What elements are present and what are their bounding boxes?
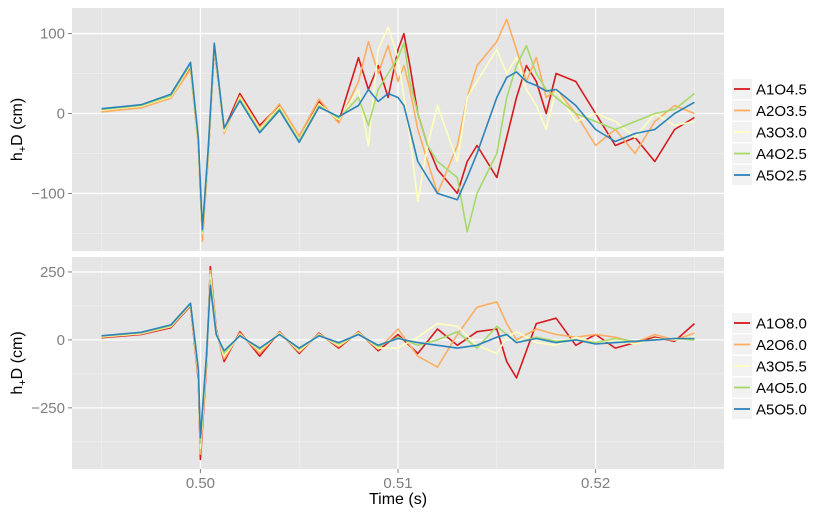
- legend-label: A5O5.0: [756, 402, 807, 419]
- x-axis-label: Time (s): [369, 491, 427, 508]
- legend: A1O8.0 A2O6.0 A3O5.5 A4O5.0 A5O5.0: [732, 313, 807, 419]
- x-tick-label: 0.51: [383, 475, 412, 492]
- legend: A1O4.5 A2O3.5 A3O3.0 A4O2.5 A5O2.5: [732, 79, 807, 185]
- y-tick-label: 100: [40, 26, 65, 43]
- y-tick-label: −250: [31, 400, 65, 417]
- legend-label: A2O3.5: [756, 103, 807, 120]
- legend-label: A4O5.0: [756, 380, 807, 397]
- y-axis-label: h+D (cm): [9, 98, 29, 161]
- y-tick-label: 0: [57, 106, 65, 123]
- legend-label: A3O3.0: [756, 125, 807, 142]
- y-axis-label: h+D (cm): [9, 331, 29, 394]
- legend-label: A3O5.5: [756, 359, 807, 376]
- legend-label: A1O4.5: [756, 82, 807, 99]
- legend-label: A2O6.0: [756, 337, 807, 354]
- x-tick-label: 0.50: [186, 475, 215, 492]
- series-line-A5O2.5: [101, 42, 695, 231]
- x-tick-label: 0.52: [581, 475, 610, 492]
- y-tick-label: −100: [31, 185, 65, 202]
- y-tick-label: 0: [57, 332, 65, 349]
- legend-label: A5O2.5: [756, 168, 807, 185]
- y-tick-label: 250: [40, 264, 65, 281]
- legend-label: A4O2.5: [756, 146, 807, 163]
- series-line-A5O5.0: [101, 284, 695, 439]
- legend-label: A1O8.0: [756, 316, 807, 333]
- panel-1: −100 0 100 h+D (cm) A1O4.5 A2O3.5 A3O3.0 A4O2.5…: [9, 8, 807, 251]
- panel-2: −250 0 250 0.50 0.51 0.52 h+D (cm) Time (s) A1O8…: [9, 257, 807, 508]
